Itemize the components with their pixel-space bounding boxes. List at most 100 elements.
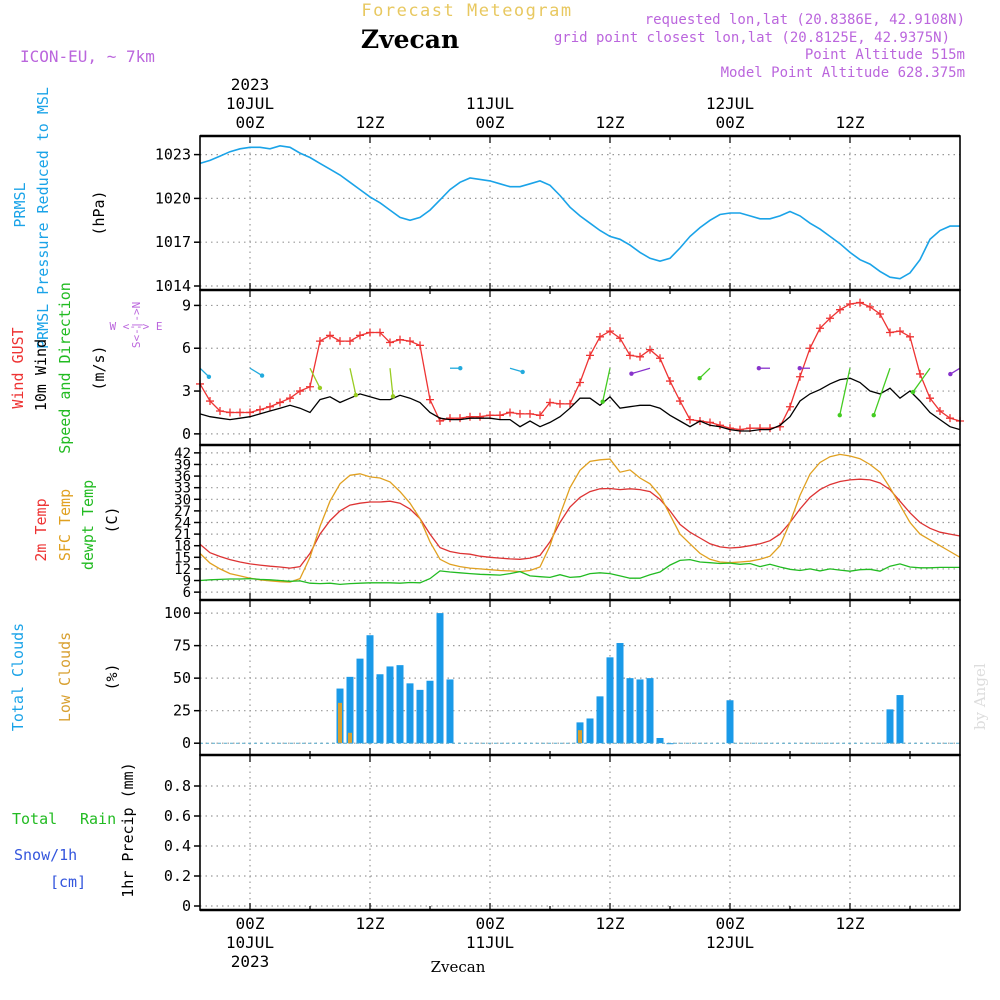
wind-arrow-head — [317, 385, 323, 391]
y-tick-label: 15 — [174, 550, 191, 566]
gust-marker — [206, 397, 214, 406]
total-cloud-bar — [606, 657, 614, 744]
gust-marker — [686, 415, 694, 424]
gust-marker — [306, 382, 314, 391]
y-tick-label: 1017 — [155, 233, 191, 251]
gust-marker — [876, 309, 884, 318]
gust-marker — [576, 378, 584, 387]
y-tick-label: 0.6 — [164, 807, 191, 825]
y-tick-label: 39 — [174, 457, 191, 473]
series-wind-gust — [199, 301, 961, 431]
wind-arrow-head — [390, 394, 396, 399]
model-label: ICON-EU, ~ 7km — [20, 47, 155, 66]
total-cloud-bar — [596, 696, 604, 744]
gust-marker — [886, 328, 894, 337]
time-label-top: 00Z — [716, 113, 745, 132]
gust-marker — [666, 377, 674, 386]
gust-marker — [296, 387, 304, 396]
gust-marker — [496, 411, 504, 420]
time-label-top: 00Z — [236, 113, 265, 132]
wind-direction-arrow — [699, 367, 711, 379]
gust-marker — [516, 409, 524, 418]
wind-direction-arrow — [873, 368, 891, 416]
total-cloud-bar — [636, 679, 644, 744]
gust-marker — [456, 414, 464, 423]
y-tick-label: 30 — [174, 492, 191, 508]
gust-marker — [716, 421, 724, 430]
wind-panel: 0 3 6 9 — [182, 289, 964, 446]
y-tick-label: 9 — [183, 574, 191, 590]
grid-point-coords: grid point closest lon,lat (20.8125E, 42… — [554, 30, 950, 46]
gust-marker — [376, 328, 384, 337]
wind-arrow-head — [629, 371, 634, 376]
series-dewpt-temp — [199, 558, 960, 586]
time-label-bottom: 11JUL — [466, 933, 514, 952]
y-tick-label: 0.8 — [164, 777, 191, 795]
y-tick-label: 0.4 — [164, 837, 191, 855]
gust-marker — [846, 299, 854, 308]
gust-marker — [816, 324, 824, 333]
sfc-temp-label: SFC Temp — [56, 489, 74, 561]
total-cloud-bar — [896, 695, 904, 744]
gust-marker — [336, 337, 344, 346]
y-tick-label: 21 — [174, 527, 191, 543]
gust-marker — [406, 337, 414, 346]
time-label-bottom: 12Z — [356, 914, 385, 933]
total-cloud-bar — [396, 665, 404, 744]
y-tick-label: 1023 — [155, 146, 191, 164]
total-cloud-bar — [386, 666, 394, 744]
gust-marker — [806, 344, 814, 353]
snow-unit-label: [cm] — [50, 873, 86, 891]
pressure-panel: 1014 1017 1020 1023 — [155, 135, 961, 295]
time-label-top: 11JUL — [466, 94, 514, 113]
gust-marker — [626, 351, 634, 360]
wind10m-label: 10m Wind — [32, 339, 50, 411]
dewpt-label: dewpt Temp — [79, 480, 97, 570]
y-tick-label: 25 — [173, 702, 191, 720]
gust-marker — [946, 414, 954, 423]
wind-arrow-head — [697, 376, 702, 381]
gust-marker — [226, 408, 234, 417]
precip-rain-label: Rain — [80, 810, 116, 828]
gust-marker — [366, 328, 374, 337]
y-tick-label: 24 — [174, 516, 191, 532]
y-tick-label: 42 — [174, 446, 191, 462]
gust-marker — [836, 305, 844, 314]
wind-direction-arrow — [309, 367, 321, 389]
wind-arrow-head — [458, 366, 463, 371]
model-point-altitude: Model Point Altitude 628.375m — [721, 65, 965, 81]
wind-direction-arrow — [389, 368, 394, 397]
time-label-top: 12Z — [596, 113, 625, 132]
gust-marker — [216, 407, 224, 416]
top-title: Forecast Meteogram — [361, 1, 572, 21]
total-cloud-bar — [406, 683, 414, 744]
wind-arrow-head — [837, 412, 842, 418]
y-tick-label: 33 — [174, 481, 191, 497]
wind-direction-arrow — [912, 367, 931, 393]
low-cloud-bar — [578, 730, 582, 744]
gust-marker — [466, 412, 474, 421]
gust-marker — [426, 395, 434, 404]
compass-label: S<-|->N — [130, 302, 143, 348]
footer-location: Zvecan — [431, 958, 486, 976]
gust-marker — [896, 327, 904, 336]
time-label-top: 00Z — [476, 113, 505, 132]
series-sfc-temp — [199, 453, 961, 583]
y-tick-label: 36 — [174, 469, 191, 485]
time-label-bottom: 00Z — [236, 914, 265, 933]
time-label-top: 12Z — [836, 113, 865, 132]
watermark: by Angel — [971, 663, 989, 730]
time-label-top: 12JUL — [706, 94, 754, 113]
y-tick-label: 12 — [174, 562, 191, 578]
time-label-bottom: 00Z — [716, 914, 745, 933]
wind-speed-dir-label: Speed and Direction — [56, 282, 74, 454]
total-cloud-bar — [586, 718, 594, 744]
time-label-bottom: 12Z — [836, 914, 865, 933]
pressure-msl-label: PRMSL Pressure Reduced to MSL — [34, 87, 52, 349]
clouds-panel: 0 25 50 75 100 — [164, 599, 961, 756]
y-tick-label: 27 — [174, 504, 191, 520]
total-cloud-bar — [376, 674, 384, 744]
gust-marker — [556, 399, 564, 408]
time-label-top: 10JUL — [226, 94, 274, 113]
gust-marker — [736, 425, 744, 434]
